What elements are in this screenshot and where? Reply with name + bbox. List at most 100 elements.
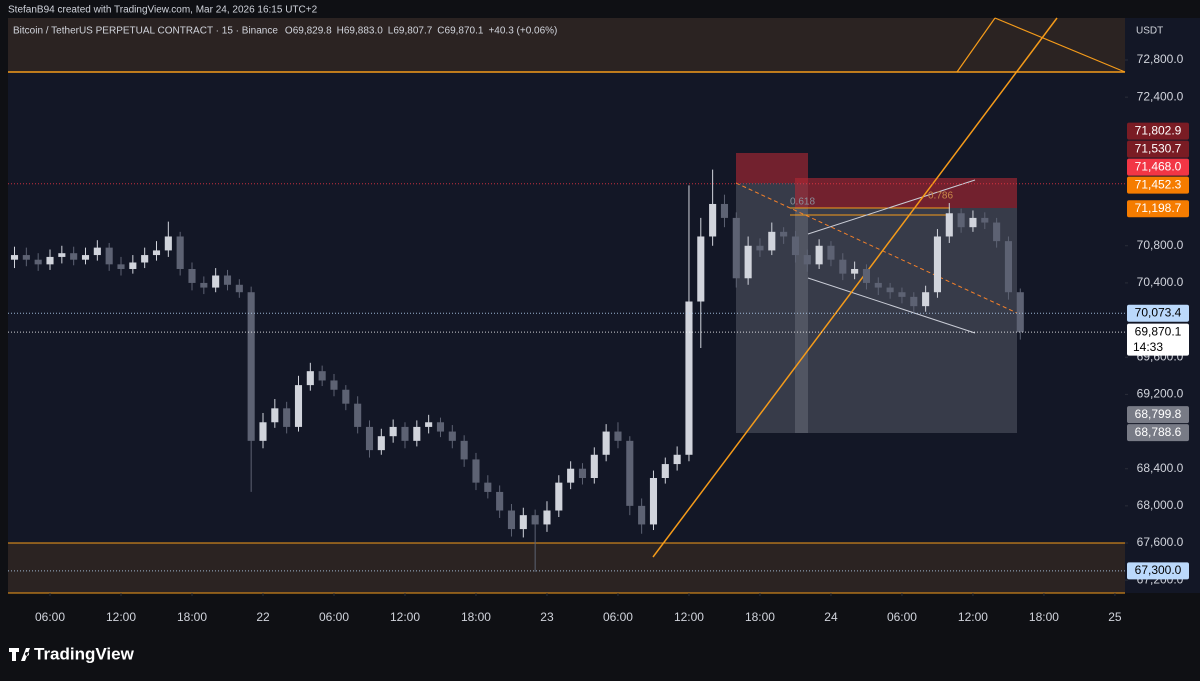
price-tag [1127,562,1189,580]
annotation: 0.618 [790,197,815,208]
candle-body [129,262,137,269]
candle-body [365,426,374,451]
candle-body [306,371,314,386]
price-tag [1127,323,1189,356]
candle-body [567,468,575,483]
candle-body [188,268,196,283]
candle-body [117,264,125,269]
y-tick-label: 68,000.0 [1137,498,1184,512]
x-tick-label: 18:00 [745,610,775,624]
candle-body [401,426,409,441]
candle-body [922,292,930,307]
candle-body [709,203,717,237]
candle-body [507,510,516,530]
y-tick-label: 72,800.0 [1137,52,1184,66]
candle-body [283,408,291,427]
candle-body [70,253,78,260]
candle-body [697,236,705,302]
resistance-zone [8,18,1125,72]
x-tick-label: 25 [1108,610,1122,624]
plot-area [8,18,1125,593]
y-tick-label: 69,200.0 [1137,387,1184,401]
candle-body [10,255,19,260]
annotation: 0.786 [928,191,953,202]
candle-body [720,203,729,218]
x-tick-label: 06:00 [319,610,349,624]
countdown: 14:33 [1133,340,1163,354]
ohlc-value: C69,870.1 [437,26,484,37]
candle-body [176,236,184,269]
price-tag-label: 69,870.1 [1135,324,1182,338]
position-stop [795,178,1017,208]
candle-body [555,482,563,511]
y-tick-label: 70,800.0 [1137,238,1184,252]
candle-body [1004,241,1012,293]
candle-body [862,268,871,283]
candle-body [673,454,681,465]
trend-line [994,17,1126,73]
price-tag-label: 70,073.4 [1135,305,1182,319]
x-tick-label: 22 [256,610,270,624]
candle-body [81,255,90,260]
ohlc-value: +40.3 (+0.06%) [488,26,557,37]
x-tick-label: 06:00 [603,610,633,624]
price-tag-label: 67,300.0 [1135,563,1182,577]
candle-body [744,245,752,279]
candle-body [460,440,468,460]
price-tag-label: 71,452.3 [1135,177,1182,191]
y-tick-label: 72,400.0 [1137,89,1184,103]
candle-body [342,389,350,404]
candle-body [200,282,208,288]
candle-body [496,491,504,511]
candle-body [543,510,551,525]
y-tick-label: 70,400.0 [1137,275,1184,289]
candle-body [590,454,598,478]
x-tick-label: 12:00 [958,610,988,624]
x-tick-label: 06:00 [887,610,917,624]
candle-body [34,259,42,265]
candle-body [780,231,788,237]
candle-body [874,282,882,288]
price-tag [1127,200,1189,218]
candle-body [933,236,942,293]
candle-body [212,275,220,288]
candle-body [756,245,764,251]
candle-body [910,296,918,307]
price-tag-label: 68,788.6 [1135,425,1182,439]
candle-body [330,380,338,390]
candle-body [22,255,30,260]
candle-body [578,468,587,478]
price-tag-label: 71,468.0 [1135,159,1182,173]
candle-body [839,259,847,274]
candle-body [969,217,977,228]
candle-body [247,292,255,441]
candle-body [981,217,989,223]
pattern-line [807,277,976,334]
candle-body [803,255,811,265]
price-tag [1127,122,1189,140]
price-tag-label: 71,198.7 [1135,201,1182,215]
candle-body [354,403,362,427]
price-tag-label: 71,530.7 [1135,141,1182,155]
candle-body [425,422,433,427]
ohlc-value: O69,829.8 [285,26,332,37]
candle-body [886,287,894,293]
candle-body [448,431,456,441]
candle-body [389,426,397,437]
candle-body [259,422,267,441]
y-tick-label: 67,600.0 [1137,535,1184,549]
candle-body [93,247,101,256]
x-tick-label: 06:00 [35,610,65,624]
position-target [795,208,1017,433]
candle-body [945,213,953,237]
candle-body [827,245,835,260]
candle-body [271,408,279,423]
candle-body [768,231,776,251]
candle-body [105,247,113,265]
candle-body [152,250,161,256]
candle-body [957,213,965,228]
currency: USDT [1136,26,1163,37]
price-tag [1127,176,1189,194]
